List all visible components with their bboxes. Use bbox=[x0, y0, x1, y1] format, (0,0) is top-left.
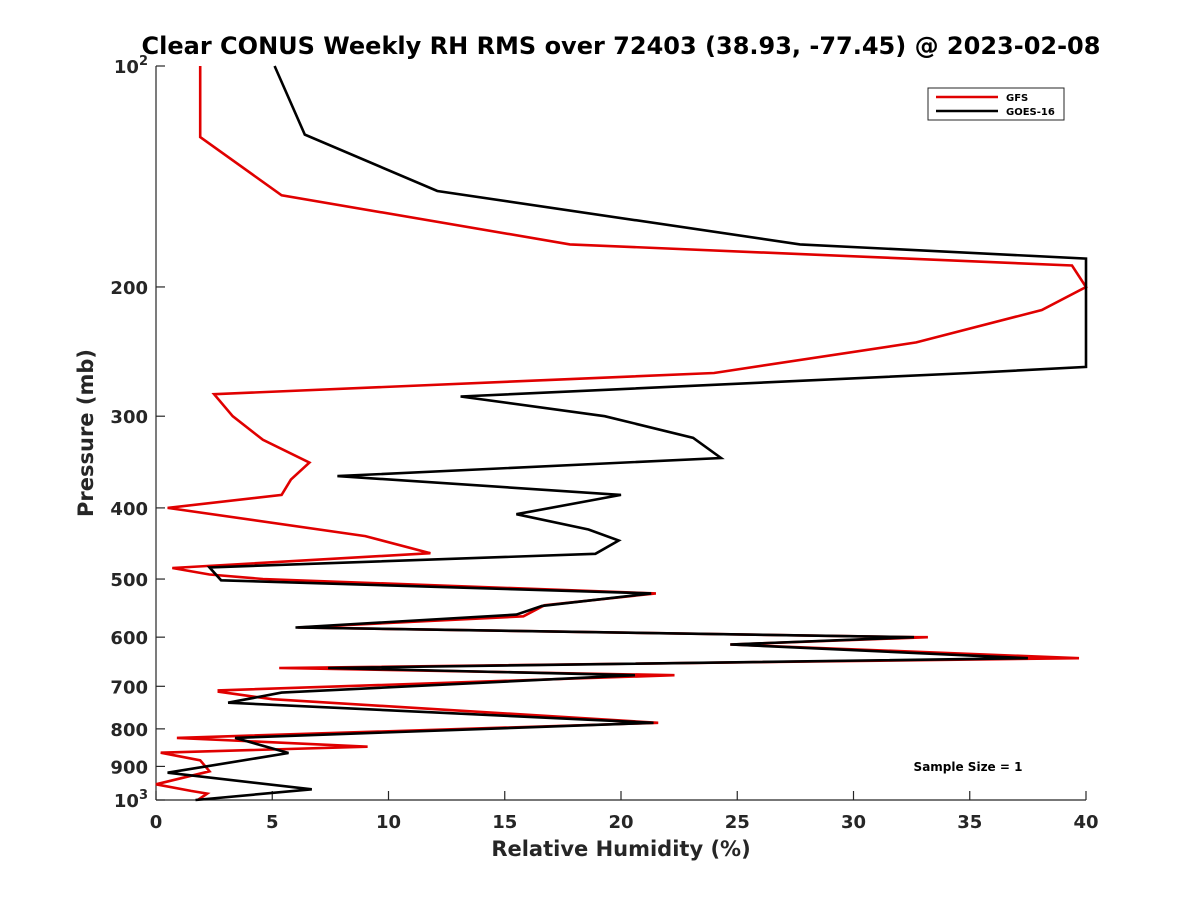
legend-label-gfs: GFS bbox=[1006, 93, 1028, 104]
x-tick-label: 0 bbox=[150, 812, 163, 833]
y-tick-label: 102 bbox=[114, 54, 148, 78]
series-lines bbox=[155, 65, 1088, 802]
x-ticks: 0 5 10 15 20 25 30 35 40 bbox=[150, 791, 1099, 833]
y-tick-label: 600 bbox=[110, 628, 148, 649]
y-tick-label: 103 bbox=[114, 788, 148, 812]
x-tick-label: 5 bbox=[266, 812, 279, 833]
series-line-gfs bbox=[155, 66, 1088, 802]
y-axis-label: Pressure (mb) bbox=[74, 349, 98, 517]
y-tick-label: 200 bbox=[110, 278, 148, 299]
sample-size-annotation: Sample Size = 1 bbox=[914, 760, 1023, 774]
y-ticks: 102 200 300 400 500 600 700 800 900 103 bbox=[110, 54, 165, 812]
x-tick-label: 30 bbox=[841, 812, 866, 833]
y-tick-label: 400 bbox=[110, 499, 148, 520]
x-tick-label: 35 bbox=[957, 812, 982, 833]
x-tick-label: 15 bbox=[492, 812, 517, 833]
x-tick-label: 25 bbox=[725, 812, 750, 833]
y-tick-label: 800 bbox=[110, 720, 148, 741]
legend: GFS GOES-16 bbox=[927, 87, 1065, 121]
series-line-goes16 bbox=[167, 65, 1088, 802]
x-axis-label: Relative Humidity (%) bbox=[491, 837, 750, 861]
chart-title: Clear CONUS Weekly RH RMS over 72403 (38… bbox=[142, 32, 1101, 60]
x-tick-label: 40 bbox=[1073, 812, 1098, 833]
x-tick-label: 10 bbox=[376, 812, 401, 833]
legend-box bbox=[927, 87, 1065, 121]
x-tick-label: 20 bbox=[608, 812, 633, 833]
plot-area: 0 5 10 15 20 25 30 35 40 102 200 300 400 500 600 700 80… bbox=[110, 54, 1098, 833]
y-tick-label: 300 bbox=[110, 407, 148, 428]
y-tick-label: 700 bbox=[110, 677, 148, 698]
y-tick-label: 900 bbox=[110, 757, 148, 778]
legend-label-goes16: GOES-16 bbox=[1006, 107, 1055, 118]
y-tick-label: 500 bbox=[110, 570, 148, 591]
